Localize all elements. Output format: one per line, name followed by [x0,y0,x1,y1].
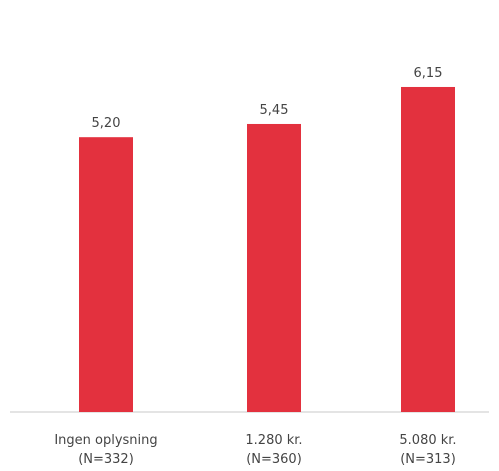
value-labels-layer: 5,20 5,45 6,15 [92,66,443,131]
tick-labels-layer: Ingen oplysning (N=332) 1.280 kr. (N=360) 5.… [54,433,456,467]
category-label-2: 1.280 kr. [245,433,302,448]
category-n-label-1: (N=332) [78,452,134,467]
bar-1 [79,137,133,412]
category-n-label-3: (N=313) [400,452,456,467]
bar-2 [247,123,301,412]
value-label-2: 5,45 [260,103,289,118]
value-label-3: 6,15 [414,66,443,81]
category-label-1: Ingen oplysning [54,433,157,448]
value-label-1: 5,20 [92,116,121,131]
category-label-3: 5.080 kr. [399,433,456,448]
bars-layer [79,86,455,412]
bar-3 [401,86,455,412]
category-n-label-2: (N=360) [246,452,302,467]
